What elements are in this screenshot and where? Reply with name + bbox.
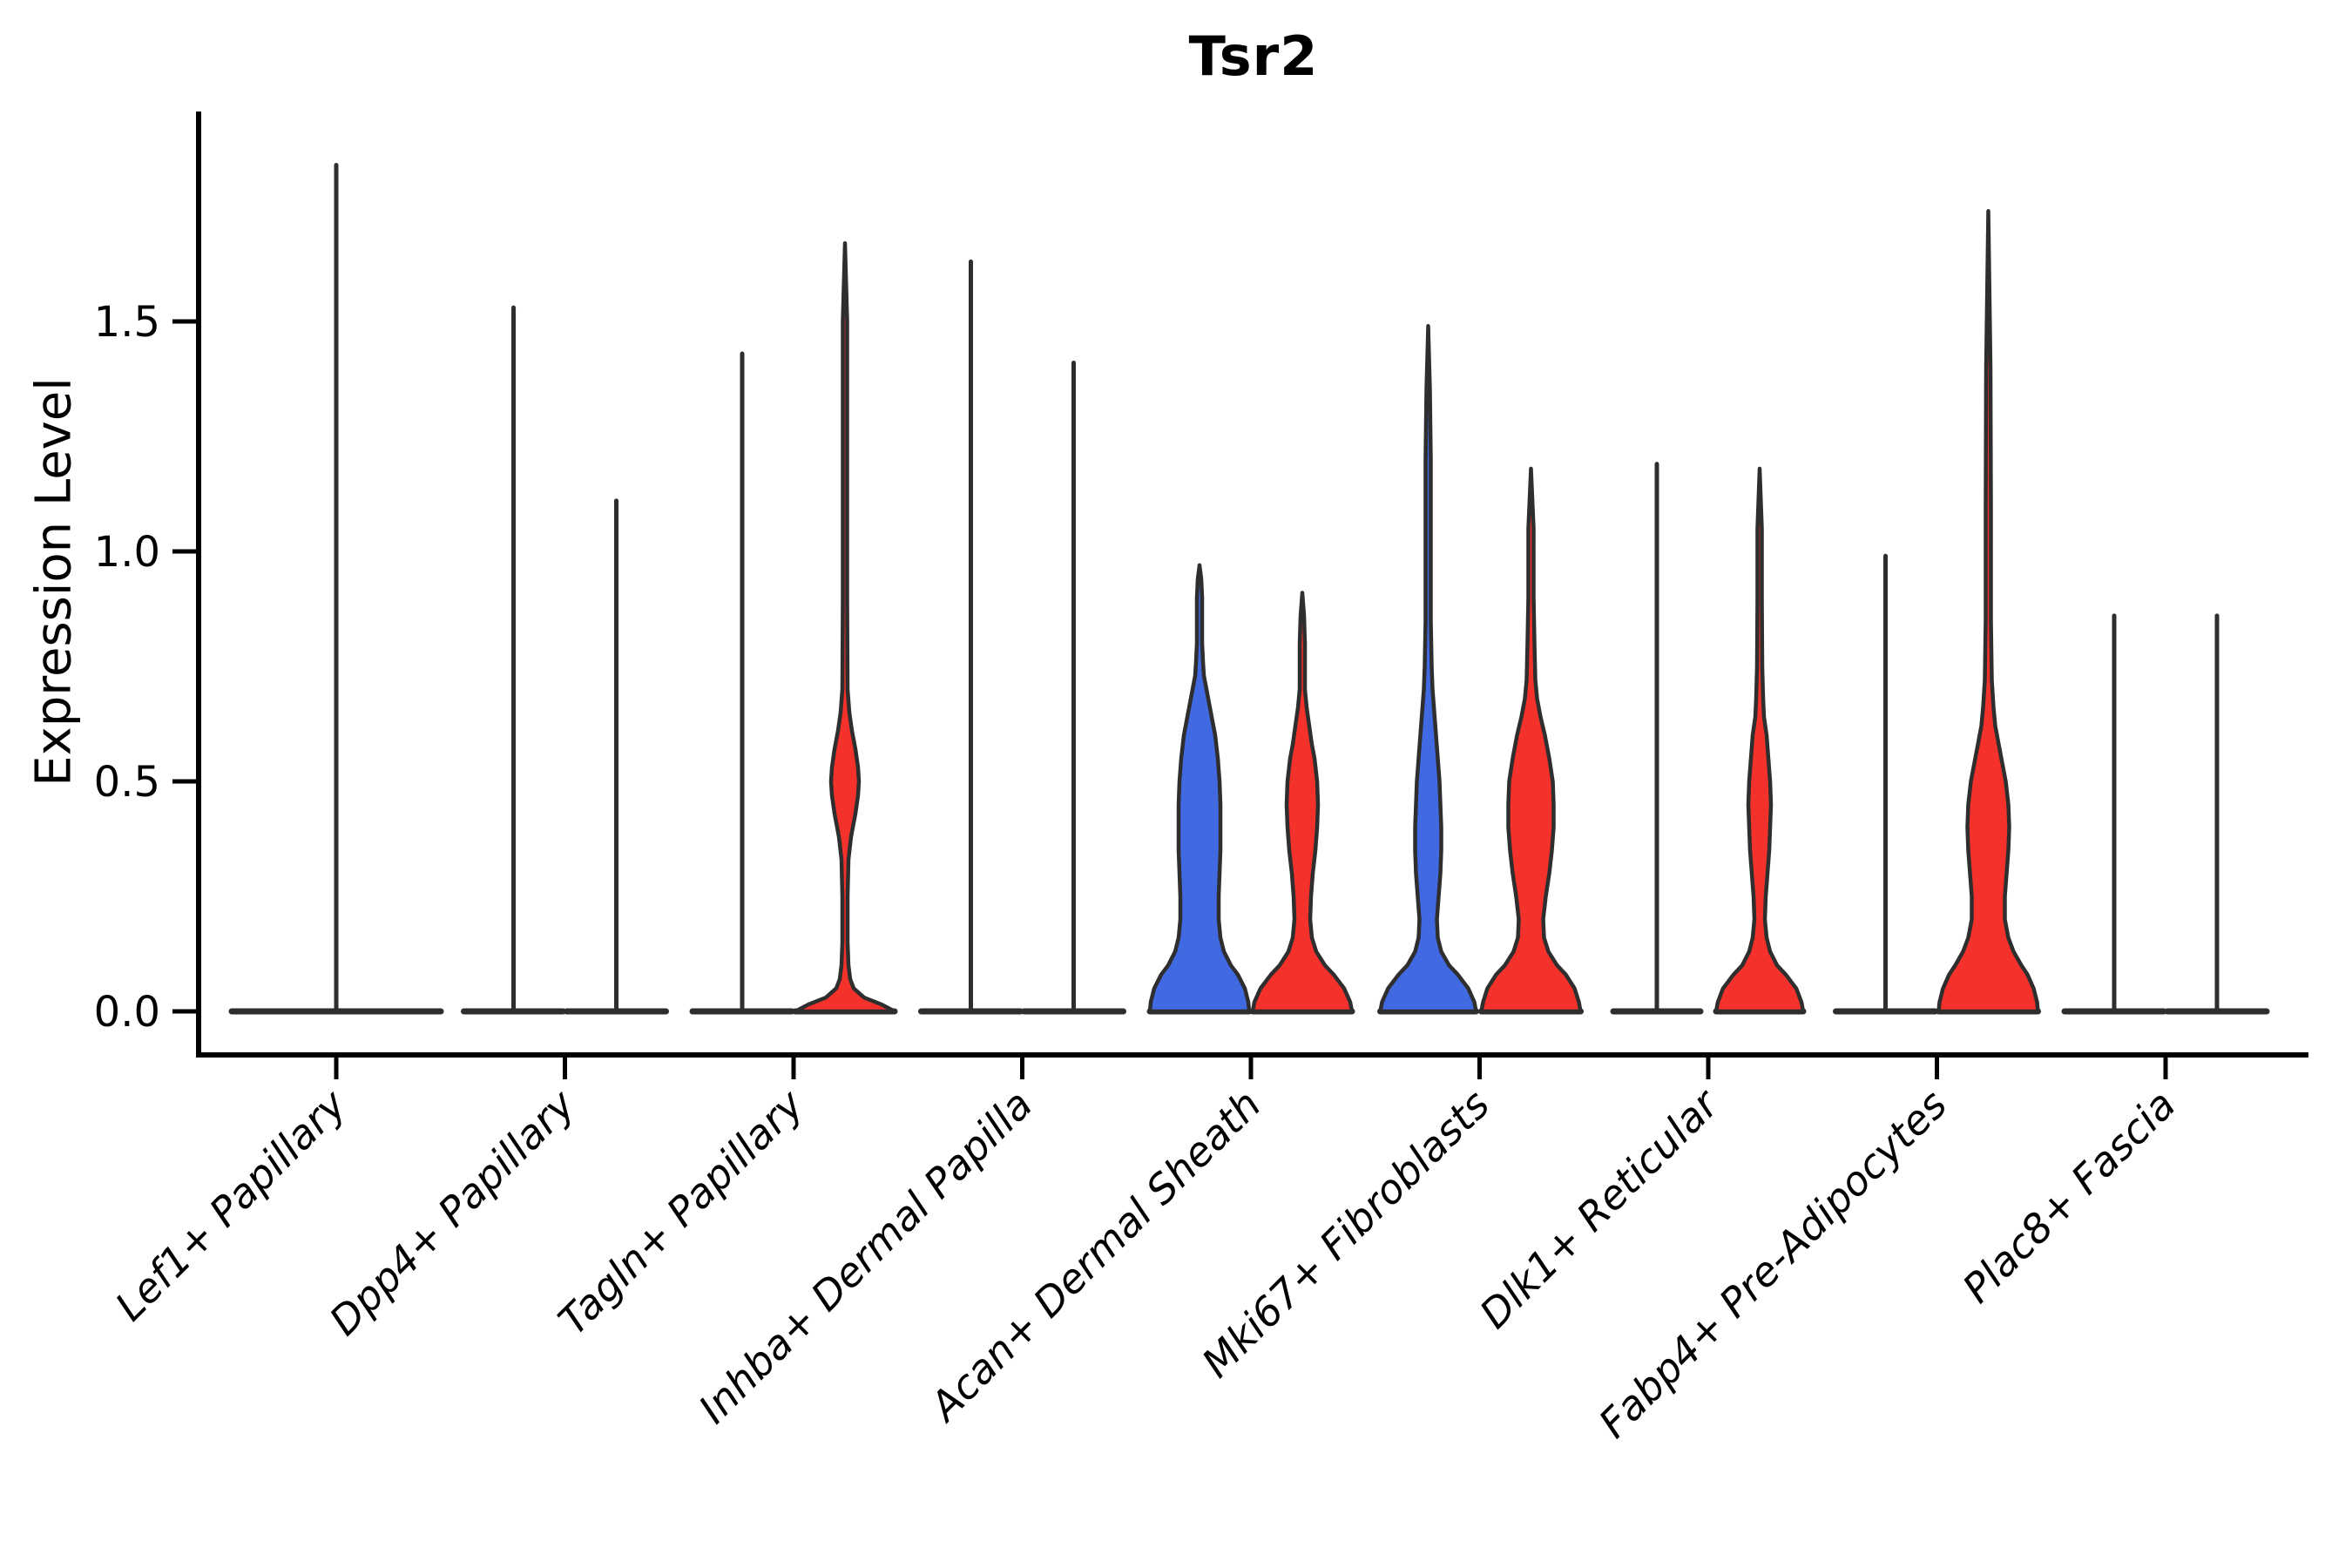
x-tick-label: Lef1+ Papillary [106, 1080, 355, 1329]
violin-body-red [1936, 209, 2040, 1014]
x-tick-label: Dlk1+ Reticular [1470, 1078, 1729, 1337]
violin-body-red [1713, 466, 1806, 1014]
y-tick-label: 0.5 [94, 758, 160, 807]
violin-body-blue [1378, 324, 1478, 1014]
y-tick-label: 1.0 [94, 528, 160, 577]
y-tick-label: 1.5 [94, 298, 160, 347]
chart-title: Tsr2 [1188, 24, 1319, 88]
x-tick-label: Dpp4+ Papillary [321, 1080, 585, 1344]
y-axis-label: Expression Level [25, 377, 83, 787]
y-tick-label: 0.0 [94, 988, 160, 1037]
violin-body-red [1479, 466, 1583, 1014]
x-tick-label: Plac8+ Fascia [1953, 1081, 2184, 1312]
x-tick-label: Tagln+ Papillary [549, 1080, 813, 1344]
violin-body-red [793, 240, 897, 1014]
violin-body-red [1250, 591, 1355, 1014]
violin-body-blue [1147, 563, 1252, 1014]
